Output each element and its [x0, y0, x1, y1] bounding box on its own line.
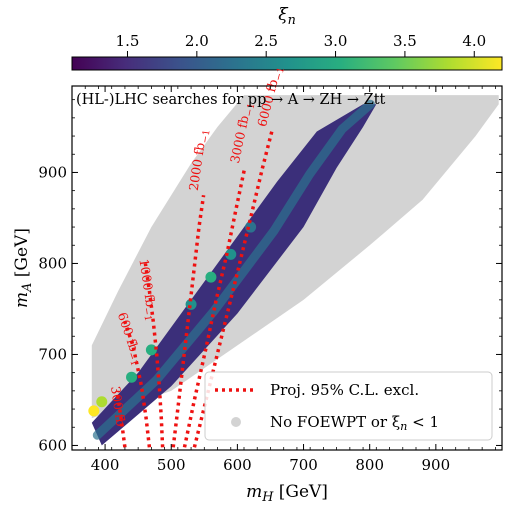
x-tick-label: 600 [223, 456, 252, 474]
colorbar-tick-label: 2.5 [254, 32, 278, 50]
x-tick-label: 500 [157, 456, 186, 474]
exclusion-curve [143, 263, 165, 448]
hotspot-point [145, 344, 157, 356]
legend: Proj. 95% C.L. excl. No FOEWPT or ξn < 1 [204, 371, 493, 441]
hotspot-point [225, 248, 237, 260]
y-tick-label: 700 [38, 345, 67, 363]
y-tick-label: 600 [38, 436, 67, 454]
hotspot-point [126, 371, 138, 383]
exclusion-curve-label: 300 fb [108, 385, 129, 427]
colorbar-gradient [71, 56, 503, 71]
colorbar-tick-label: 2.0 [185, 32, 209, 50]
y-axis-label-text: mA [GeV] [12, 228, 35, 308]
hotspot-point [96, 396, 108, 408]
x-axis-ticks: 400 500 600 700 800 900 [71, 86, 496, 474]
exclusion-curve [121, 317, 152, 448]
x-axis-label: mH [GeV] [246, 482, 328, 505]
hotspot-point [245, 221, 257, 233]
legend-box [204, 371, 493, 441]
legend-gray-swatch [231, 417, 241, 427]
colorbar-tick-label: 3.5 [393, 32, 417, 50]
colored-band [91, 99, 377, 446]
plot-frame [71, 85, 503, 451]
hotspot-point [205, 271, 217, 283]
legend-entry-background: No FOEWPT or ξn < 1 [270, 413, 439, 433]
hotspots [88, 221, 257, 417]
y-axis-ticks: 600 700 800 900 [38, 99, 502, 454]
exclusion-curve [115, 390, 127, 448]
colorbar-tick-label: 1.5 [116, 32, 140, 50]
annotation: (HL-)LHC searches for pp → A → ZH → Ztt [76, 92, 386, 108]
legend-entry-exclusion: Proj. 95% C.L. excl. [270, 381, 419, 399]
y-tick-label: 800 [38, 254, 67, 272]
colorbar-ticks: 1.5 2.0 2.5 3.0 3.5 4.0 [116, 32, 486, 57]
x-tick-label: 700 [289, 456, 318, 474]
exclusion-curve-label: 2000 fb−1 [186, 128, 212, 192]
colorbar: ξn 1.5 2.0 2.5 3.0 3.5 4.0 [71, 5, 503, 71]
colorbar-label: ξn [278, 5, 296, 28]
x-tick-label: 900 [422, 456, 451, 474]
y-axis-label: mA [GeV] [12, 228, 35, 308]
x-tick-label: 400 [91, 456, 120, 474]
band-core [92, 99, 375, 440]
colorbar-tick-label: 4.0 [462, 32, 486, 50]
hotspot-point [88, 405, 100, 417]
colorbar-tick-label: 3.0 [324, 32, 348, 50]
x-tick-label: 800 [355, 456, 384, 474]
x-axis-label-text: mH [GeV] [246, 482, 328, 505]
exclusion-curve-label: 1000 fb−1 [134, 258, 160, 322]
y-tick-label: 900 [38, 163, 67, 181]
